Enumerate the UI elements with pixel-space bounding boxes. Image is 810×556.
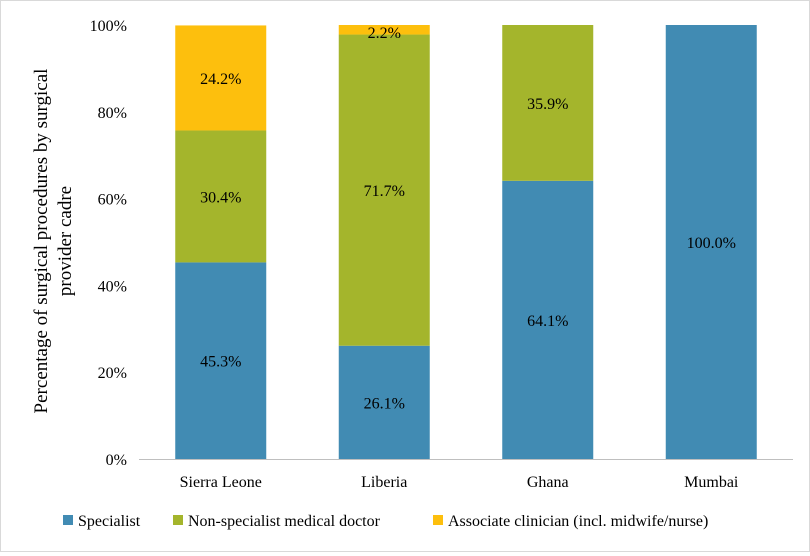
data-label: 100.0% (687, 235, 736, 252)
bar-segment (175, 25, 267, 131)
y-tick-label: 40% (98, 278, 127, 295)
category-label: Ghana (527, 474, 569, 491)
category-label: Mumbai (684, 474, 739, 491)
bar-segment (502, 25, 594, 181)
category-label: Sierra Leone (180, 474, 262, 491)
category-labels: Sierra Leone Liberia Ghana Mumbai (180, 474, 739, 491)
bar-segment (175, 130, 267, 263)
y-axis-title: Percentage of surgical procedures by sur… (31, 69, 76, 414)
y-axis-title-line: provider cadre (55, 186, 76, 296)
y-tick-label: 0% (106, 452, 127, 469)
legend-swatch (433, 515, 443, 525)
data-label: 45.3% (200, 354, 241, 371)
y-axis-title-line: Percentage of surgical procedures by sur… (31, 69, 52, 414)
bar-segment (502, 180, 594, 459)
bars (175, 25, 757, 459)
category-label: Liberia (361, 474, 407, 491)
y-axis-ticks: 0% 20% 40% 60% 80% 100% (90, 18, 127, 469)
y-tick-label: 80% (98, 105, 127, 122)
data-label: 26.1% (364, 395, 405, 412)
data-label: 71.7% (364, 183, 405, 200)
bar-segment (665, 25, 757, 459)
legend-swatch (63, 515, 73, 525)
y-tick-label: 20% (98, 365, 127, 382)
bar-segment (338, 25, 430, 35)
legend-label: Specialist (78, 513, 141, 530)
legend-label: Associate clinician (incl. midwife/nurse… (448, 513, 708, 530)
legend: Specialist Non-specialist medical doctor A… (63, 513, 708, 530)
data-label: 30.4% (200, 189, 241, 206)
data-label: 2.2% (368, 25, 401, 42)
legend-label: Non-specialist medical doctor (188, 513, 381, 530)
bar-segment (338, 345, 430, 459)
bar-segment (338, 34, 430, 346)
legend-swatch (173, 515, 183, 525)
data-label: 35.9% (527, 96, 568, 113)
data-label: 64.1% (527, 313, 568, 330)
y-tick-label: 60% (98, 192, 127, 209)
data-label: 24.2% (200, 71, 241, 88)
y-tick-label: 100% (90, 18, 127, 35)
bar-segment (175, 262, 267, 459)
data-labels: 45.3% 30.4% 24.2% 26.1% 71.7% 2.2% 64.1% 35.9% 1… (200, 25, 736, 412)
